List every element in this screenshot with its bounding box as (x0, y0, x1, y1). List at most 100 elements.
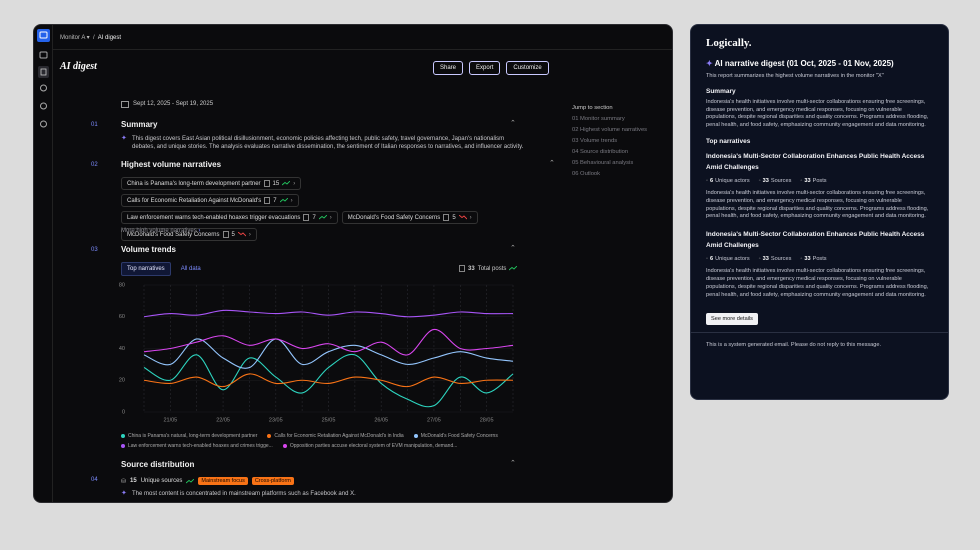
breadcrumb: Monitor A ▾ / AI digest (60, 35, 122, 41)
top-heading: Top narratives (706, 137, 751, 145)
trend-icon (458, 215, 467, 220)
narrative-title: Indonesia's Multi-Sector Collaboration E… (706, 231, 925, 250)
doc-shape (303, 214, 310, 221)
stat-icon: ◦ (800, 256, 803, 263)
x-tick-label: 27/05 (427, 417, 441, 423)
doc-icon (222, 231, 229, 238)
jump-item[interactable]: 03 Volume trends (572, 138, 618, 144)
section-number: 01 (91, 122, 98, 128)
line-chart: 0 20 40 60 80 21/05 22/05 23/05 25/05 26/05 27/05 2… (119, 282, 514, 423)
legend-item: Calls for Economic Retaliation Against M… (267, 433, 404, 439)
trend-line (237, 232, 246, 237)
email-title: AI narrative digest (01 Oct, 2025 - 01 N… (714, 59, 894, 68)
more-link[interactable]: More high volume narratives › (121, 228, 201, 234)
jump-item[interactable]: 02 Highest volume narratives (572, 127, 648, 133)
x-tick-label: 26/05 (374, 417, 388, 423)
x-tick-label: 23/05 (269, 417, 283, 423)
divider (53, 49, 672, 50)
collapse-chevron[interactable]: ⌃ (549, 160, 555, 167)
sidebar-icons (37, 29, 50, 128)
sidebar (34, 25, 53, 502)
legend: China is Panama's natural, long-term dev… (121, 433, 511, 449)
sources-label: Unique sources (140, 478, 183, 484)
collapse-chevron[interactable]: ⌃ (510, 120, 516, 127)
narrative-chip[interactable]: McDonald's Food Safety Concerns 5 › (341, 211, 478, 224)
jump-item[interactable]: 05 Behavioural analysis (572, 160, 634, 166)
chip-label: McDonald's Food Safety Concerns (127, 231, 220, 238)
chip-arrow: › (293, 180, 296, 187)
jump-nav: Jump to section 01 Monitor summary 02 Hig… (572, 103, 647, 180)
doc-shape (263, 180, 270, 187)
y-tick-label: 20 (119, 378, 125, 384)
sources-value: 15 (130, 478, 137, 484)
total-label: Total posts (477, 265, 507, 272)
x-tick-label: 22/05 (216, 417, 230, 423)
doc-icon (264, 197, 271, 204)
collapse-chevron[interactable]: ⌃ (510, 245, 516, 252)
stat-value: 33 (804, 177, 811, 184)
trend-icon (186, 478, 195, 483)
series-line (143, 338, 514, 369)
icon[interactable] (40, 84, 47, 92)
collapse-chevron[interactable]: ⌃ (510, 460, 516, 467)
icon[interactable] (40, 120, 47, 128)
stat-value: 6 (709, 256, 714, 263)
jump-item[interactable]: 01 Monitor summary (572, 116, 625, 122)
section-heading: Summary (121, 120, 158, 129)
legend-label: China is Panama's natural, long-term dev… (128, 433, 258, 439)
stat-label: Unique actors (715, 177, 750, 184)
x-tick-label: 25/05 (322, 417, 336, 423)
email-preview: Logically. ✦ AI narrative digest (01 Oct… (690, 24, 949, 400)
legend-label: McDonald's Food Safety Concerns (420, 433, 498, 439)
sparkle-icon: ✦ (706, 59, 713, 68)
doc-shape (443, 214, 450, 221)
stat-label: Posts (812, 256, 827, 263)
narrative-chip[interactable]: Calls for Economic Retaliation Against M… (121, 194, 299, 207)
narrative-title: Indonesia's Multi-Sector Collaboration E… (706, 152, 925, 171)
narrative-chip[interactable]: Law enforcement warns tech-enabled hoaxe… (121, 211, 338, 224)
chip-count: 7 (312, 214, 316, 221)
button[interactable]: Export (469, 61, 501, 75)
active-icon[interactable] (37, 29, 50, 42)
trend-line (282, 181, 291, 186)
tab[interactable]: Top narratives (121, 262, 171, 276)
y-tick-label: 0 (122, 409, 125, 415)
sparkle-icon: ✦ (121, 135, 127, 142)
chip-count: 5 (452, 214, 456, 221)
unique-sources: ⛁ 15 Unique sources Mainstream focus Cross… (121, 477, 294, 485)
section-number: 02 (91, 162, 98, 168)
narrative-chips: China is Panama's long-term development … (121, 177, 481, 241)
y-tick-label: 60 (119, 314, 125, 320)
chip-arrow: › (290, 197, 293, 204)
email-narrative: Indonesia's Multi-Sector Collaboration E… (706, 229, 933, 299)
icon-selected[interactable] (38, 66, 49, 78)
tab[interactable]: All data (180, 266, 201, 272)
stat-label: Unique actors (715, 256, 750, 263)
section-number: 03 (91, 247, 98, 253)
narrative-chip[interactable]: McDonald's Food Safety Concerns 5 › (121, 228, 257, 241)
crumb[interactable]: Monitor A (60, 35, 86, 41)
chip-label: Law enforcement warns tech-enabled hoaxe… (127, 214, 301, 221)
icon[interactable] (39, 51, 48, 59)
stat: ◦ 33 Sources (759, 178, 792, 184)
button[interactable]: Share (433, 61, 464, 75)
more-text[interactable]: More high volume narratives (121, 228, 197, 234)
trend-icon (282, 181, 291, 186)
see-more-button[interactable]: See more details (706, 313, 758, 326)
stat-value: 33 (762, 256, 769, 263)
chip-count: 5 (231, 231, 235, 238)
icon[interactable] (40, 102, 47, 110)
jump-item[interactable]: 04 Source distribution (572, 149, 629, 155)
legend-swatch (121, 444, 125, 448)
stat: ◦ 33 Posts (800, 178, 826, 184)
narrative-chip[interactable]: China is Panama's long-term development … (121, 177, 302, 190)
button[interactable]: Customize (506, 61, 549, 75)
legend-item: Law enforcement warns tech-enabled hoaxe… (121, 443, 273, 449)
stat-icon: ◦ (758, 256, 761, 263)
legend-label: Calls for Economic Retaliation Against M… (274, 433, 404, 439)
section-heading: Volume trends (121, 245, 176, 254)
calendar-icon (121, 101, 129, 108)
jump-item[interactable]: 06 Outlook (572, 171, 601, 177)
stat-label: Posts (812, 177, 827, 184)
stat: ◦ 6 Unique actors (706, 178, 750, 184)
